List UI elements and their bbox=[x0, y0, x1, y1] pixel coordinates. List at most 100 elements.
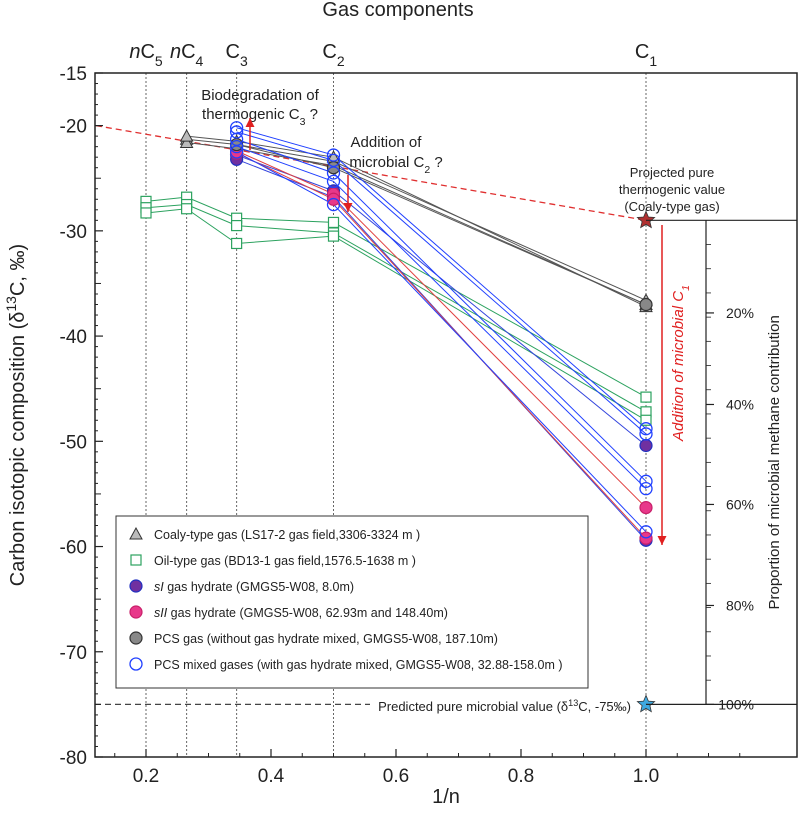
series-point-1 bbox=[640, 391, 652, 403]
component-label-2: C2 bbox=[322, 41, 344, 69]
series-point-3 bbox=[639, 501, 653, 515]
series-line-1 bbox=[145, 208, 647, 421]
x-axis-title: 1/n bbox=[432, 786, 460, 808]
legend: Coaly-type gas (LS17-2 gas field,3306-33… bbox=[115, 515, 589, 689]
series-point-1 bbox=[231, 237, 243, 250]
series-point-5 bbox=[229, 125, 244, 139]
series-lines bbox=[145, 127, 647, 541]
legend-label-4: PCS gas (without gas hydrate mixed, GMGS… bbox=[154, 632, 498, 646]
annotation-projected-1: Projected pure bbox=[630, 165, 715, 180]
series-point-1 bbox=[327, 216, 340, 229]
component-label-4: nC4 bbox=[170, 41, 204, 69]
series-line-5 bbox=[236, 138, 647, 482]
y-tick-label: -40 bbox=[60, 327, 87, 348]
series-point-0 bbox=[179, 135, 194, 148]
x-tick-label: 0.4 bbox=[258, 766, 285, 787]
x-tick-label: 0.6 bbox=[383, 766, 409, 787]
series-line-2 bbox=[236, 158, 647, 541]
series-line-5 bbox=[236, 146, 647, 490]
series-line-1 bbox=[145, 196, 647, 398]
series-point-5 bbox=[639, 422, 653, 436]
series-point-4 bbox=[639, 297, 653, 312]
annotation-biodegradation-1: Biodegradation of bbox=[201, 87, 319, 104]
y-tick-label: -50 bbox=[60, 432, 87, 453]
y-axis-title: Carbon isotopic composition (δ13C, ‰) bbox=[3, 244, 29, 586]
series-point-2 bbox=[639, 438, 653, 453]
y-tick-label: -20 bbox=[60, 117, 87, 138]
series-point-5 bbox=[326, 148, 341, 162]
series-markers bbox=[140, 121, 656, 713]
y-tick-label: -70 bbox=[60, 643, 87, 664]
x-tick-label: 1.0 bbox=[633, 766, 659, 787]
legend-marker-3 bbox=[129, 605, 143, 619]
legend-marker-5 bbox=[129, 657, 143, 671]
legend-marker-4 bbox=[129, 631, 143, 645]
series-line-3 bbox=[236, 150, 647, 508]
series-line-0 bbox=[186, 141, 647, 305]
series-point-5 bbox=[229, 140, 244, 154]
right-axis-tick-label: 100% bbox=[718, 696, 754, 712]
series-point-5 bbox=[326, 166, 341, 180]
series-point-1 bbox=[231, 219, 243, 232]
annotation-addition-c2-1: Addition of bbox=[351, 134, 423, 151]
series-point-0 bbox=[179, 129, 194, 142]
annotation-biodegradation-2: thermogenic C3 ? bbox=[202, 106, 318, 128]
arrow-addition-c1-head bbox=[657, 536, 667, 545]
series-point-1 bbox=[181, 203, 193, 215]
microbial-star bbox=[636, 694, 656, 713]
right-axis-tick-label: 60% bbox=[726, 496, 754, 512]
legend-box bbox=[115, 515, 589, 689]
series-line-3 bbox=[236, 152, 647, 539]
series-line-2 bbox=[236, 154, 647, 446]
annotation-addition-c1: Addition of microbial C1 bbox=[670, 285, 692, 442]
x-tick-label: 0.8 bbox=[508, 766, 534, 787]
legend-marker-2 bbox=[129, 579, 143, 593]
annotations: Biodegradation of thermogenic C3 ? Additio… bbox=[201, 87, 725, 714]
legend-label-3: sII gas hydrate (GMGS5-W08, 62.93m and 1… bbox=[154, 606, 448, 620]
series-point-5 bbox=[639, 482, 653, 496]
thermogenic-star bbox=[636, 210, 656, 229]
series-point-5 bbox=[326, 174, 341, 189]
component-label-1: C1 bbox=[635, 41, 657, 69]
series-point-4 bbox=[326, 161, 341, 175]
series-point-5 bbox=[639, 525, 653, 539]
component-label-5: nC5 bbox=[129, 41, 163, 69]
series-point-1 bbox=[327, 230, 340, 242]
right-axis-title: Proportion of microbial methane contribu… bbox=[766, 315, 783, 609]
y-tick-label: -30 bbox=[60, 222, 87, 243]
series-line-1 bbox=[145, 204, 647, 413]
component-labels: nC5 nC4 C3 C2 C1 bbox=[129, 41, 657, 69]
annotation-projected-2: thermogenic value bbox=[619, 182, 725, 197]
legend-label-0: Coaly-type gas (LS17-2 gas field,3306-33… bbox=[154, 528, 420, 542]
legend-label-2: sI gas hydrate (GMGS5-W08, 8.0m) bbox=[154, 580, 354, 594]
arrow-addition-c2-head bbox=[343, 203, 353, 212]
series-point-5 bbox=[639, 474, 653, 488]
series-line-0 bbox=[186, 135, 647, 308]
plot-frame bbox=[94, 72, 798, 758]
legend-label-5: PCS mixed gases (with gas hydrate mixed,… bbox=[154, 658, 563, 672]
y-tick-label: -60 bbox=[60, 538, 87, 559]
legend-label-1: Oil-type gas (BD13-1 gas field,1576.5-16… bbox=[154, 554, 416, 568]
y-tick-label: -80 bbox=[60, 748, 87, 769]
series-point-5 bbox=[639, 427, 653, 441]
x-tick-label: 0.2 bbox=[133, 766, 159, 787]
series-point-1 bbox=[140, 207, 152, 219]
top-title: Gas components bbox=[322, 0, 473, 21]
right-axis-tick-label: 20% bbox=[726, 305, 754, 321]
series-point-3 bbox=[326, 192, 341, 206]
series-point-5 bbox=[229, 145, 244, 159]
legend-marker-0 bbox=[129, 526, 143, 540]
right-axis-tick-label: 80% bbox=[726, 597, 754, 613]
series-line-0 bbox=[186, 138, 647, 301]
axes: -15 -20 -30 -40 -50 -60 -70 -80 0.2 0.4 0.6 0.8 1.0 1… bbox=[3, 64, 798, 808]
component-label-3: C3 bbox=[226, 41, 248, 69]
legend-marker-1 bbox=[130, 554, 142, 566]
right-axis: 20% 40% 60% 80% 100% Proportion of microbial … bbox=[646, 219, 797, 712]
y-tick-label: -15 bbox=[60, 64, 87, 85]
series-point-5 bbox=[326, 197, 341, 212]
annotation-projected-3: (Coaly-type gas) bbox=[624, 199, 719, 214]
annotation-predicted: Predicted pure microbial value (δ13C, -7… bbox=[378, 698, 631, 714]
series-point-1 bbox=[640, 414, 652, 426]
arrow-biodegradation-head bbox=[245, 118, 255, 127]
